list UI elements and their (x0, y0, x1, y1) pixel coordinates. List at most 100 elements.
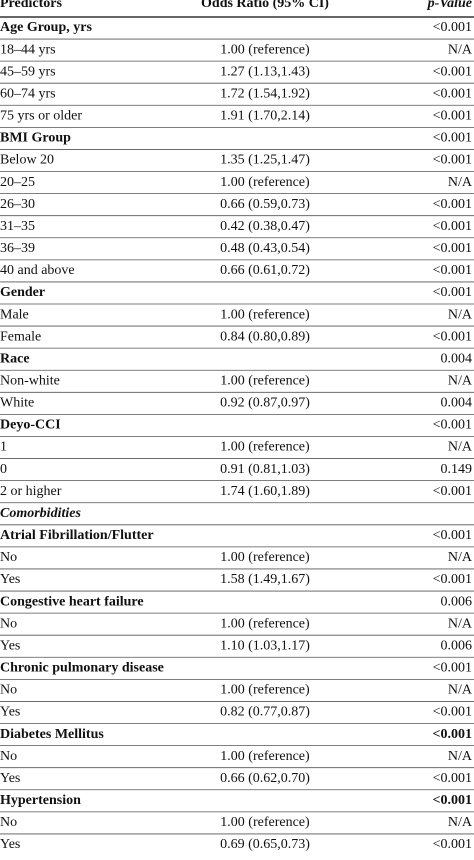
row-label: Male (0, 307, 29, 322)
row-label: No (0, 683, 17, 698)
odds-ratio: 1.00 (reference) (220, 373, 310, 388)
odds-ratio: 0.92 (0.87,0.97) (220, 396, 310, 411)
row-label: No (0, 616, 17, 631)
p-value: <0.001 (433, 64, 472, 79)
row-label: Gender (0, 285, 45, 300)
row-label: No (0, 749, 17, 764)
row-label: Race (0, 351, 30, 366)
row-label: Yes (0, 705, 20, 720)
p-value: 0.006 (441, 594, 473, 609)
odds-ratio: 0.42 (0.38,0.47) (220, 219, 310, 234)
row-label: 45–59 yrs (0, 64, 56, 79)
p-value: <0.001 (433, 86, 472, 101)
row-label: No (0, 550, 17, 565)
odds-ratio: 1.72 (1.54,1.92) (220, 86, 310, 101)
p-value: 0.004 (441, 396, 473, 411)
odds-ratio: 0.69 (0.65,0.73) (220, 837, 310, 852)
p-value: <0.001 (433, 285, 472, 300)
p-value: <0.001 (433, 793, 472, 808)
row-label: Atrial Fibrillation/Flutter (0, 528, 154, 543)
odds-ratio: 0.48 (0.43,0.54) (220, 241, 310, 256)
p-value: N/A (448, 815, 473, 830)
p-value: <0.001 (433, 572, 472, 587)
row-label: Age Group, yrs (0, 20, 92, 35)
row-label: Deyo-CCI (0, 418, 61, 433)
odds-ratio: 1.27 (1.13,1.43) (220, 64, 310, 79)
row-label: Yes (0, 638, 20, 653)
row-label: BMI Group (0, 131, 71, 146)
odds-ratio: 1.00 (reference) (220, 440, 310, 455)
p-value: <0.001 (433, 771, 472, 786)
p-value: <0.001 (433, 219, 472, 234)
header-cell: Predictors (0, 0, 62, 11)
row-label: 2 or higher (0, 484, 62, 499)
row-label: Diabetes Mellitus (0, 727, 104, 742)
odds-ratio: 0.66 (0.62,0.70) (220, 771, 310, 786)
odds-ratio: 1.00 (reference) (220, 307, 310, 322)
p-value: N/A (448, 42, 473, 57)
p-value: N/A (448, 749, 473, 764)
p-value: <0.001 (433, 837, 472, 852)
row-label: Yes (0, 771, 20, 786)
p-value: 0.004 (441, 351, 473, 366)
odds-ratio: 0.66 (0.59,0.73) (220, 197, 310, 212)
p-value: N/A (448, 550, 473, 565)
p-value: <0.001 (433, 109, 472, 124)
p-value: <0.001 (433, 131, 472, 146)
odds-ratio: 1.00 (reference) (220, 550, 310, 565)
odds-ratio: 1.00 (reference) (220, 616, 310, 631)
p-value: <0.001 (433, 241, 472, 256)
p-value: N/A (448, 373, 473, 388)
row-label: Non-white (0, 373, 60, 388)
p-value: <0.001 (433, 263, 472, 278)
odds-ratio: 0.84 (0.80,0.89) (220, 329, 310, 344)
p-value: <0.001 (433, 661, 472, 676)
p-value: <0.001 (433, 528, 472, 543)
row-label: 40 and above (0, 263, 75, 278)
p-value: 0.006 (441, 638, 473, 653)
row-label: 18–44 yrs (0, 42, 56, 57)
row-label: Chronic pulmonary disease (0, 661, 164, 676)
row-label: Below 20 (0, 153, 54, 168)
row-label: 36–39 (0, 241, 35, 256)
p-value: <0.001 (433, 484, 472, 499)
p-value: N/A (448, 175, 473, 190)
header-cell: Odds Ratio (95% CI) (201, 0, 329, 11)
row-label: 0 (0, 462, 7, 477)
p-value: <0.001 (433, 20, 472, 35)
p-value: <0.001 (433, 705, 472, 720)
odds-ratio: 1.00 (reference) (220, 683, 310, 698)
row-label: 75 yrs or older (0, 109, 82, 124)
row-label: Comorbidities (0, 506, 81, 521)
row-label: 20–25 (0, 175, 35, 190)
row-label: Yes (0, 572, 20, 587)
p-value: N/A (448, 440, 473, 455)
p-value: <0.001 (433, 197, 472, 212)
odds-ratio: 1.35 (1.25,1.47) (220, 153, 310, 168)
row-label: 1 (0, 440, 7, 455)
p-value: <0.001 (433, 418, 472, 433)
p-value: <0.001 (433, 727, 472, 742)
odds-ratio: 0.91 (0.81,1.03) (220, 462, 310, 477)
odds-ratio: 1.00 (reference) (220, 815, 310, 830)
p-value: <0.001 (433, 153, 472, 168)
odds-ratio: 1.74 (1.60,1.89) (220, 484, 310, 499)
row-label: Hypertension (0, 793, 81, 808)
odds-ratio: 1.00 (reference) (220, 749, 310, 764)
p-value: 0.149 (441, 462, 473, 477)
p-value: <0.001 (433, 329, 472, 344)
row-label: White (0, 396, 34, 411)
p-value: N/A (448, 307, 473, 322)
odds-ratio: 0.82 (0.77,0.87) (220, 705, 310, 720)
p-value: N/A (448, 616, 473, 631)
row-label: 31–35 (0, 219, 35, 234)
header-cell: p-Value (427, 0, 472, 11)
odds-ratio: 1.91 (1.70,2.14) (220, 109, 310, 124)
row-label: No (0, 815, 17, 830)
p-value: N/A (448, 683, 473, 698)
row-label: Female (0, 329, 41, 344)
row-label: 60–74 yrs (0, 86, 56, 101)
row-label: 26–30 (0, 197, 35, 212)
